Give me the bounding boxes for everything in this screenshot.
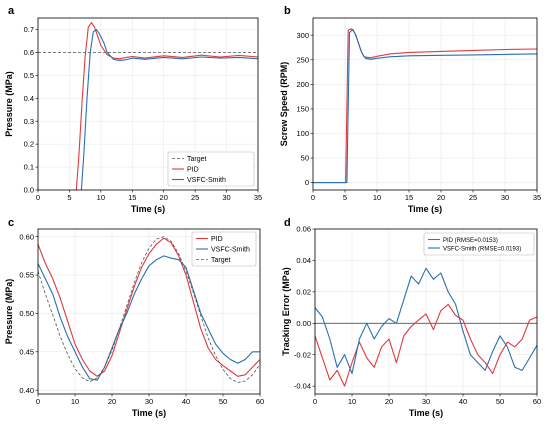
series-line-pid — [315, 303, 537, 387]
y-tick-label: 0.04 — [296, 256, 311, 265]
series-line-pid — [75, 22, 258, 190]
legend-label: VSFC-Smith — [211, 246, 250, 253]
legend: Target PID VSFC-Smith — [167, 151, 255, 187]
panel-letter-c: c — [8, 217, 14, 229]
series-line-pid — [38, 237, 260, 377]
y-axis-title: Pressure (MPa) — [4, 71, 14, 137]
legend-box — [423, 232, 535, 256]
y-axis-title: Screw Speed (RPM) — [279, 62, 289, 147]
x-tick-label: 30 — [222, 193, 230, 202]
x-tick-label: 15 — [405, 193, 413, 202]
y-tick-label: 0.1 — [24, 163, 34, 172]
x-tick-label: 10 — [97, 193, 105, 202]
legend-label: Target — [211, 257, 231, 264]
panel-letter-b: b — [284, 5, 291, 17]
legend: PID VSFC-Smith Target — [191, 231, 257, 267]
x-tick-label: 30 — [422, 397, 430, 406]
y-tick-label: 0.40 — [19, 386, 34, 395]
plot-frame — [37, 17, 259, 191]
y-tick-label: 0.02 — [296, 287, 311, 296]
x-tick-label: 40 — [182, 397, 190, 406]
y-tick-label: 0.6 — [24, 48, 34, 57]
x-tick-label: 20 — [160, 193, 168, 202]
y-tick-label: 150 — [296, 105, 309, 114]
x-tick-label: 10 — [373, 193, 381, 202]
y-tick-label: 0.00 — [296, 319, 311, 328]
x-tick-label: 60 — [256, 397, 264, 406]
panel-b: b 0 5 10 15 20 25 30 35 0 50 100 150 200 250 300 Time (s… — [279, 5, 541, 214]
legend-label: PID (RMSE=0.0153) — [443, 238, 498, 244]
legend-label: VSFC-Smith (RMSE=0.0193) — [443, 246, 521, 252]
x-tick-label: 35 — [533, 193, 541, 202]
y-tick-label: 0.50 — [19, 309, 34, 318]
panel-letter-d: d — [284, 217, 291, 229]
y-tick-label: -0.04 — [294, 382, 311, 391]
legend-label: VSFC-Smith — [187, 177, 226, 184]
y-tick-label: 0.5 — [24, 71, 34, 80]
y-tick-label: -0.02 — [294, 350, 311, 359]
y-tick-label: 0.55 — [19, 271, 34, 280]
x-axis-title: Time (s) — [408, 204, 442, 214]
y-tick-label: 300 — [296, 31, 309, 40]
panel-d: d 0 10 20 30 40 50 60 -0.04 -0.02 0.00 0.02 0.04 0.06… — [281, 217, 541, 418]
y-tick-label: 0.0 — [24, 186, 34, 195]
y-tick-label: 0.4 — [24, 94, 34, 103]
y-tick-label: 0.60 — [19, 232, 34, 241]
x-tick-label: 10 — [348, 397, 356, 406]
x-tick-label: 25 — [191, 193, 199, 202]
y-tick-label: 50 — [301, 154, 309, 163]
x-tick-label: 25 — [469, 193, 477, 202]
x-tick-label: 20 — [108, 397, 116, 406]
series-line-vsfc — [80, 28, 258, 190]
series-line-vsfc — [313, 28, 537, 184]
legend-box — [191, 231, 257, 267]
x-tick-label: 30 — [501, 193, 509, 202]
x-tick-label: 0 — [36, 397, 40, 406]
x-tick-label: 35 — [254, 193, 262, 202]
x-tick-label: 30 — [145, 397, 153, 406]
y-tick-label: 0.7 — [24, 25, 34, 34]
y-tick-label: 200 — [296, 80, 309, 89]
panel-c: c 0 10 20 30 40 50 60 0.40 0.45 0.50 0.55 0.60 Time (… — [4, 217, 264, 418]
x-tick-label: 50 — [219, 397, 227, 406]
x-tick-label: 0 — [313, 397, 317, 406]
series-line-pid — [313, 28, 537, 184]
panel-letter-a: a — [8, 5, 15, 17]
y-tick-label: 0.45 — [19, 347, 34, 356]
y-tick-label: 0 — [305, 178, 309, 187]
legend-box — [167, 151, 255, 187]
y-tick-label: 100 — [296, 129, 309, 138]
x-axis-title: Time (s) — [132, 408, 166, 418]
legend: PID (RMSE=0.0153) VSFC-Smith (RMSE=0.0193… — [423, 232, 535, 256]
x-tick-label: 50 — [496, 397, 504, 406]
y-tick-label: 0.2 — [24, 140, 34, 149]
legend-label: PID — [187, 166, 199, 173]
plot-frame — [312, 17, 538, 191]
y-tick-label: 250 — [296, 55, 309, 64]
x-tick-label: 0 — [36, 193, 40, 202]
x-tick-label: 20 — [437, 193, 445, 202]
series-line-vsfc — [38, 255, 260, 381]
series-line-vsfc — [315, 267, 537, 375]
y-axis-title: Tracking Error (MPa) — [281, 267, 291, 356]
x-tick-label: 20 — [385, 397, 393, 406]
legend-label: Target — [187, 156, 207, 163]
x-axis-title: Time (s) — [131, 204, 165, 214]
x-axis-title: Time (s) — [409, 408, 443, 418]
y-axis-title: Pressure (MPa) — [4, 279, 14, 345]
x-tick-label: 5 — [67, 193, 71, 202]
legend-label: PID — [211, 236, 223, 243]
plot-frame — [37, 228, 261, 395]
x-tick-label: 5 — [343, 193, 347, 202]
y-tick-label: 0.3 — [24, 117, 34, 126]
x-tick-label: 60 — [533, 397, 541, 406]
x-tick-label: 15 — [128, 193, 136, 202]
plot-frame — [314, 228, 538, 395]
x-tick-label: 10 — [71, 397, 79, 406]
panel-a: a 0 5 10 15 20 25 30 35 0.0 0.1 0.2 0.3 0.4 0.5 0.6 0.7 T… — [4, 5, 262, 214]
x-tick-label: 40 — [459, 397, 467, 406]
y-tick-label: 0.06 — [296, 225, 311, 234]
x-tick-label: 0 — [311, 193, 315, 202]
